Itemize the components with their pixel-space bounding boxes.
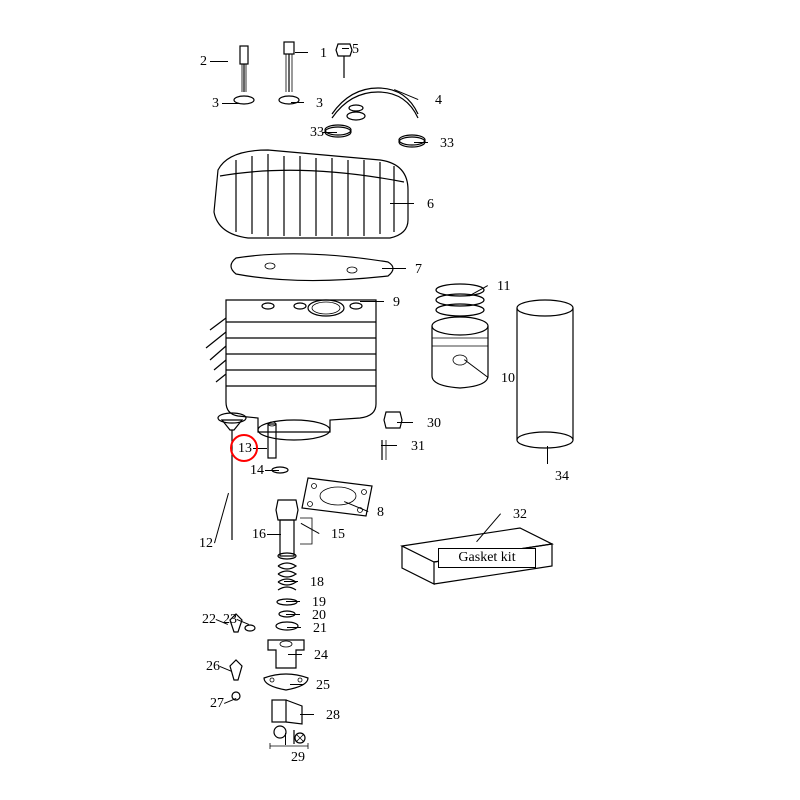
callout-1: 1: [320, 47, 327, 61]
leader-24: [288, 654, 302, 655]
leader-31: [381, 445, 397, 446]
callout-15: 15: [331, 528, 345, 542]
leader-34: [547, 446, 548, 464]
callout-25: 25: [316, 679, 330, 693]
callout-23: 23: [223, 613, 237, 627]
callout-27: 27: [210, 697, 224, 711]
callout-33: 33: [440, 137, 454, 151]
callout-12: 12: [199, 537, 213, 551]
callout-9: 9: [393, 296, 400, 310]
leader-6: [390, 203, 414, 204]
leader-14: [265, 470, 279, 471]
highlight-ring: [230, 434, 258, 462]
callout-5: 5: [352, 43, 359, 57]
exploded-diagram: Gasket kit 12334567891011121314151618192…: [0, 0, 800, 800]
leader-3: [222, 103, 240, 104]
leader-5: [342, 48, 349, 49]
leader-9: [360, 301, 384, 302]
leader-7: [382, 268, 406, 269]
callout-16: 16: [252, 528, 266, 542]
parts-illustration: [0, 0, 800, 800]
leader-18: [284, 581, 298, 582]
callout-3: 3: [212, 97, 219, 111]
callout-21: 21: [313, 622, 327, 636]
callout-29: 29: [291, 751, 305, 765]
callout-10: 10: [501, 372, 515, 386]
gasket-kit-text: Gasket kit: [458, 550, 515, 566]
leader-1: [295, 52, 308, 53]
callout-6: 6: [427, 198, 434, 212]
callout-18: 18: [310, 576, 324, 590]
callout-30: 30: [427, 417, 441, 431]
callout-11: 11: [497, 280, 510, 294]
leader-3: [291, 102, 304, 103]
callout-33: 33: [310, 126, 324, 140]
leader-30: [397, 422, 413, 423]
leader-16: [267, 534, 281, 535]
callout-2: 2: [200, 55, 207, 69]
gasket-kit-label: Gasket kit: [438, 548, 536, 568]
leader-2: [210, 61, 228, 62]
leader-20: [286, 614, 300, 615]
callout-28: 28: [326, 709, 340, 723]
callout-31: 31: [411, 440, 425, 454]
leader-29: [285, 733, 286, 745]
callout-26: 26: [206, 660, 220, 674]
callout-8: 8: [377, 506, 384, 520]
callout-14: 14: [250, 464, 264, 478]
callout-4: 4: [435, 94, 442, 108]
callout-32: 32: [513, 508, 527, 522]
leader-28: [300, 714, 314, 715]
callout-22: 22: [202, 613, 216, 627]
leader-21: [287, 627, 301, 628]
leader-19: [286, 601, 300, 602]
callout-3: 3: [316, 97, 323, 111]
callout-24: 24: [314, 649, 328, 663]
leader-25: [290, 684, 304, 685]
callout-7: 7: [415, 263, 422, 277]
callout-34: 34: [555, 470, 569, 484]
leader-33: [414, 142, 428, 143]
leader-33: [323, 132, 337, 133]
